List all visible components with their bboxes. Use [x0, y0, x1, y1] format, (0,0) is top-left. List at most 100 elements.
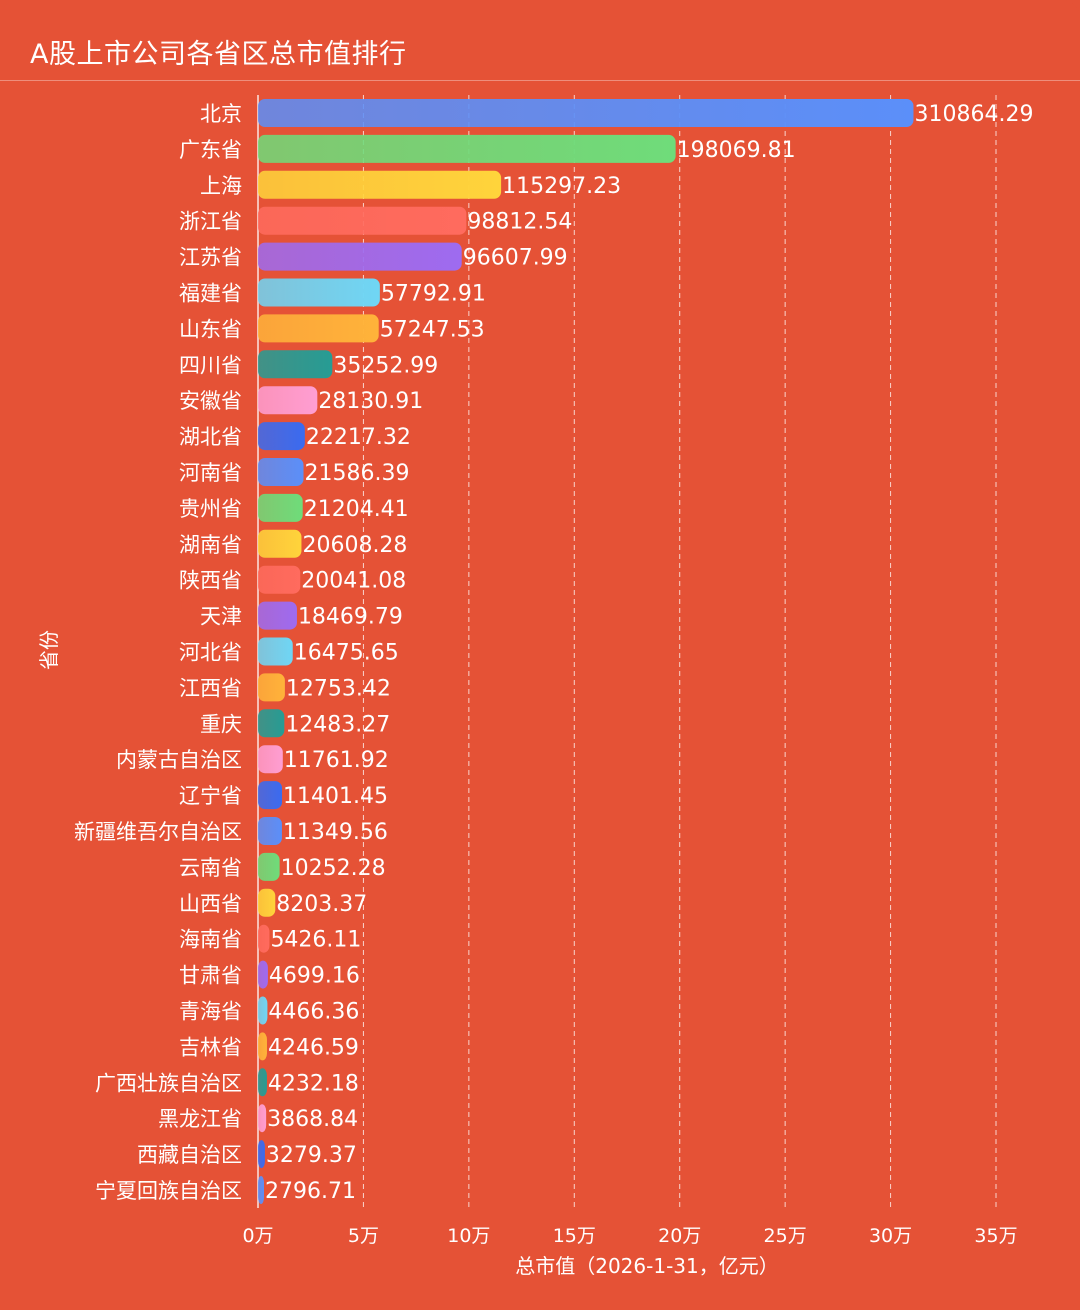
- value-label: 4246.59: [268, 1035, 359, 1060]
- value-label: 21204.41: [304, 497, 409, 522]
- value-label: 21586.39: [305, 461, 410, 486]
- bar: [258, 1068, 267, 1097]
- value-label: 11761.92: [284, 748, 389, 773]
- value-label: 5426.11: [270, 928, 361, 953]
- bar: [258, 1176, 264, 1204]
- x-tick-label: 15万: [553, 1225, 596, 1247]
- bars: [258, 99, 914, 1204]
- x-tick-label: 20万: [658, 1225, 701, 1247]
- title-divider: [0, 80, 1080, 81]
- bar: [258, 278, 380, 307]
- value-label: 98812.54: [467, 210, 572, 235]
- value-label: 12483.27: [285, 712, 390, 737]
- category-label: 辽宁省: [179, 784, 242, 808]
- bar: [258, 745, 283, 774]
- value-label: 4699.16: [269, 964, 360, 989]
- category-label: 云南省: [179, 856, 242, 880]
- bar: [258, 637, 293, 666]
- value-label: 11349.56: [283, 820, 388, 845]
- value-label: 12753.42: [286, 676, 391, 701]
- chart-title: A股上市公司各省区总市值排行: [30, 39, 407, 70]
- value-label: 11401.45: [283, 784, 388, 809]
- category-label: 广东省: [179, 138, 242, 162]
- bar: [258, 134, 676, 163]
- category-label: 重庆: [200, 712, 242, 736]
- bar: [258, 924, 270, 953]
- category-label: 四川省: [179, 353, 242, 377]
- value-label: 96607.99: [463, 246, 568, 271]
- category-label: 陕西省: [179, 569, 242, 593]
- bar: [258, 1140, 265, 1169]
- bar: [258, 529, 302, 558]
- value-label: 3279.37: [266, 1143, 357, 1168]
- x-tick-label: 5万: [348, 1225, 379, 1247]
- category-label: 山西省: [179, 892, 242, 916]
- value-label: 10252.28: [281, 856, 386, 881]
- bar: [258, 386, 318, 415]
- value-label: 28130.91: [318, 389, 423, 414]
- category-label: 黑龙江省: [158, 1107, 242, 1131]
- value-label: 57247.53: [380, 317, 485, 342]
- bar: [258, 493, 303, 522]
- category-label: 贵州省: [179, 497, 242, 521]
- bar: [258, 781, 283, 810]
- value-label: 4466.36: [268, 1000, 359, 1025]
- bar: [258, 1032, 267, 1061]
- x-tick-label: 35万: [974, 1225, 1017, 1247]
- value-label: 20608.28: [302, 533, 407, 558]
- x-axis-title: 总市值（2026-1-31，亿元）: [515, 1254, 779, 1278]
- category-label: 北京: [200, 102, 242, 126]
- x-axis-ticks: 0万 5万 10万 15万 20万 25万 30万 35万: [242, 1225, 1017, 1247]
- category-label: 宁夏回族自治区: [95, 1179, 242, 1203]
- bar: [258, 601, 297, 630]
- value-label: 8203.37: [276, 892, 367, 917]
- category-label: 福建省: [179, 282, 242, 306]
- bar: [258, 888, 276, 917]
- bar: [258, 458, 304, 486]
- value-label: 198069.81: [677, 138, 796, 163]
- x-tick-label: 25万: [764, 1225, 807, 1247]
- category-label: 青海省: [179, 1000, 242, 1024]
- category-label: 河南省: [179, 461, 242, 485]
- bar: [258, 206, 467, 235]
- bar: [258, 996, 268, 1025]
- x-tick-label: 0万: [242, 1225, 273, 1247]
- value-label: 2796.71: [265, 1179, 356, 1204]
- category-label: 内蒙古自治区: [116, 748, 242, 772]
- category-labels: 北京广东省上海浙江省江苏省福建省山东省四川省安徽省湖北省河南省贵州省湖南省陕西省…: [74, 102, 242, 1203]
- value-label: 20041.08: [301, 569, 406, 594]
- category-label: 西藏自治区: [137, 1143, 242, 1167]
- y-axis-title: 省份: [37, 630, 61, 670]
- bar: [258, 1104, 267, 1133]
- value-label: 57792.91: [381, 282, 486, 307]
- category-label: 山东省: [179, 317, 242, 341]
- category-label: 湖北省: [179, 425, 242, 449]
- bar: [258, 817, 282, 845]
- category-label: 江西省: [179, 676, 242, 700]
- x-tick-label: 30万: [869, 1225, 912, 1247]
- category-label: 安徽省: [179, 389, 242, 413]
- value-label: 22217.32: [306, 425, 411, 450]
- category-label: 河北省: [179, 641, 242, 665]
- category-label: 吉林省: [179, 1035, 242, 1059]
- value-labels: 310864.29 198069.81 115297.23 98812.54 96607…: [265, 102, 1033, 1204]
- bar: [258, 314, 379, 343]
- value-label: 35252.99: [333, 353, 438, 378]
- bar: [258, 242, 462, 271]
- value-label: 18469.79: [298, 605, 403, 630]
- category-label: 上海: [200, 174, 242, 198]
- category-label: 湖南省: [179, 533, 242, 557]
- bar: [258, 709, 285, 738]
- category-label: 江苏省: [179, 246, 242, 270]
- bar: [258, 422, 305, 451]
- category-label: 浙江省: [179, 210, 242, 234]
- bar: [258, 673, 285, 702]
- category-label: 海南省: [179, 928, 242, 952]
- x-tick-label: 10万: [447, 1225, 490, 1247]
- category-label: 新疆维吾尔自治区: [74, 820, 242, 844]
- bar: [258, 852, 280, 881]
- bar: [258, 170, 502, 199]
- category-label: 天津: [200, 605, 242, 629]
